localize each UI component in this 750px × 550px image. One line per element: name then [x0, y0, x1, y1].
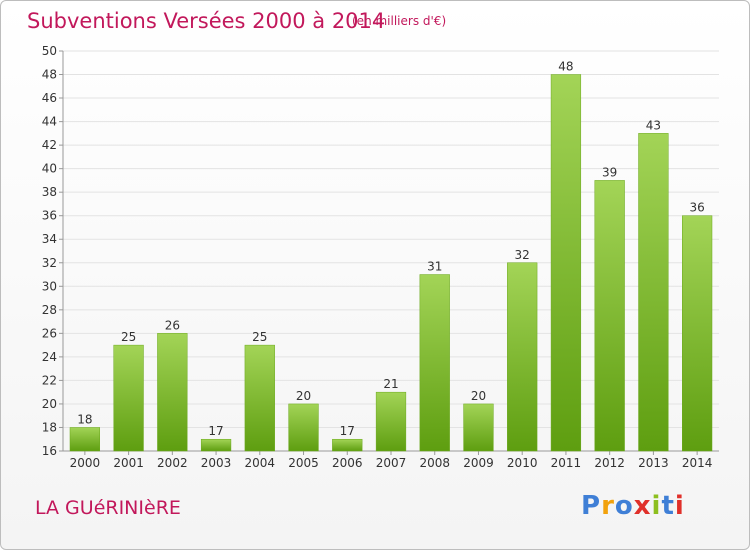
x-tick-label-2004: 2004	[245, 456, 276, 470]
value-label-2011: 48	[558, 60, 573, 74]
y-tick-label: 48	[42, 68, 57, 82]
y-tick-label: 20	[42, 397, 57, 411]
y-tick-label: 38	[42, 185, 57, 199]
logo-letter: x	[633, 491, 652, 521]
bar-2002	[157, 333, 188, 452]
x-tick-label-2009: 2009	[463, 456, 494, 470]
value-label-2001: 25	[121, 330, 136, 344]
y-tick-label: 34	[42, 232, 57, 246]
y-tick-label: 18	[42, 420, 57, 434]
y-tick-label: 26	[42, 326, 57, 340]
bar-2011	[550, 74, 582, 452]
value-label-2007: 21	[383, 377, 398, 391]
value-label-2010: 32	[515, 248, 530, 262]
x-tick-label-2014: 2014	[682, 456, 713, 470]
logo-letter: r	[601, 491, 615, 521]
logo-letter: i	[651, 491, 662, 521]
value-label-2014: 36	[689, 201, 704, 215]
y-tick-label: 28	[42, 303, 57, 317]
bar-chart: 16 18 20 22 24 26 28 30 32 34 36 38 40 42 44 46 48 50 2000…	[42, 44, 719, 470]
x-tick-label-2011: 2011	[551, 456, 582, 470]
x-tick-label-2013: 2013	[638, 456, 669, 470]
y-tick-label: 40	[42, 162, 57, 176]
x-tick-label-2008: 2008	[419, 456, 450, 470]
bar-2009	[463, 403, 494, 452]
bar-2004	[244, 344, 275, 452]
value-label-2002: 26	[165, 318, 180, 332]
y-tick-label: 36	[42, 209, 57, 223]
value-label-2000: 18	[77, 412, 92, 426]
y-tick-label: 32	[42, 256, 57, 270]
y-tick-label: 44	[42, 115, 57, 129]
value-label-2008: 31	[427, 260, 442, 274]
value-label-2012: 39	[602, 165, 617, 179]
bar-2003	[200, 438, 232, 452]
y-tick-label: 42	[42, 138, 57, 152]
value-label-2004: 25	[252, 330, 267, 344]
bar-2005	[288, 403, 319, 452]
commune-name: LA GUéRINIèRE	[35, 497, 181, 519]
bar-2012	[594, 180, 625, 452]
logo-letter: P	[581, 491, 602, 521]
proxiti-logo: Proxiti	[581, 491, 685, 521]
bar-2010	[507, 262, 538, 452]
x-tick-label-2001: 2001	[113, 456, 144, 470]
y-tick-label: 22	[42, 373, 57, 387]
value-label-2005: 20	[296, 389, 311, 403]
bar-2007	[375, 391, 407, 452]
y-tick-label: 30	[42, 279, 57, 293]
value-label-2009: 20	[471, 389, 486, 403]
x-tick-label-2006: 2006	[332, 456, 363, 470]
bars	[69, 74, 713, 452]
y-tick-label: 16	[42, 444, 57, 458]
x-tick-label-2005: 2005	[288, 456, 319, 470]
value-label-2003: 17	[208, 424, 223, 438]
x-tick-label-2000: 2000	[70, 456, 101, 470]
y-tick-label: 46	[42, 91, 57, 105]
value-label-2013: 43	[646, 118, 661, 132]
bar-2006	[332, 438, 363, 452]
data-labels: 18 25 26 17 25 20 17 21 31 20 32 48 39 43 36	[77, 60, 705, 439]
logo-letter: o	[614, 491, 634, 521]
chart-unit: (en milliers d'€)	[352, 14, 447, 28]
logo-letter: t	[661, 491, 675, 521]
x-tick-label-2012: 2012	[594, 456, 625, 470]
bar-2001	[113, 344, 144, 452]
x-tick-label-2010: 2010	[507, 456, 538, 470]
bar-2000	[69, 427, 100, 452]
bar-2014	[682, 215, 713, 452]
bar-2013	[638, 133, 669, 452]
x-tick-label-2003: 2003	[201, 456, 232, 470]
bar-2008	[419, 274, 450, 452]
value-label-2006: 17	[340, 424, 355, 438]
logo-letter: i	[674, 491, 685, 521]
y-tick-label: 50	[42, 44, 57, 58]
x-tick-label-2007: 2007	[376, 456, 407, 470]
y-tick-label: 24	[42, 350, 57, 364]
chart-title: Subventions Versées 2000 à 2014	[27, 9, 386, 33]
x-tick-label-2002: 2002	[157, 456, 188, 470]
